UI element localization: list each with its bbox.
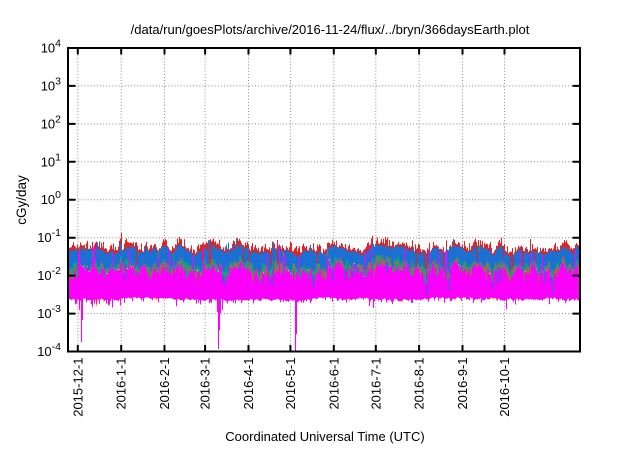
svg-text:2016-7-1: 2016-7-1 [368,358,383,410]
svg-text:2016-6-1: 2016-6-1 [326,358,341,410]
svg-text:10-4: 10-4 [37,341,61,359]
svg-text:103: 103 [41,75,61,93]
svg-text:10-1: 10-1 [37,227,61,245]
svg-text:2016-3-1: 2016-3-1 [198,358,213,410]
svg-text:101: 101 [41,151,61,169]
svg-text:102: 102 [41,113,61,131]
svg-text:2016-1-1: 2016-1-1 [114,358,129,410]
svg-text:10-3: 10-3 [37,303,61,321]
svg-text:100: 100 [41,189,61,207]
svg-text:2015-12-1: 2015-12-1 [70,358,85,417]
svg-text:2016-4-1: 2016-4-1 [241,358,256,410]
svg-text:2016-5-1: 2016-5-1 [283,358,298,410]
svg-text:2016-8-1: 2016-8-1 [412,358,427,410]
svg-text:2016-10-1: 2016-10-1 [497,358,512,417]
svg-text:2016-9-1: 2016-9-1 [455,358,470,410]
svg-text:Coordinated Universal Time (UT: Coordinated Universal Time (UTC) [225,429,424,444]
svg-text:/data/run/goesPlots/archive/20: /data/run/goesPlots/archive/2016-11-24/f… [131,22,530,37]
svg-text:104: 104 [41,38,61,56]
svg-text:2016-2-1: 2016-2-1 [157,358,172,410]
svg-text:cGy/day: cGy/day [14,175,29,225]
svg-text:10-2: 10-2 [37,265,61,283]
